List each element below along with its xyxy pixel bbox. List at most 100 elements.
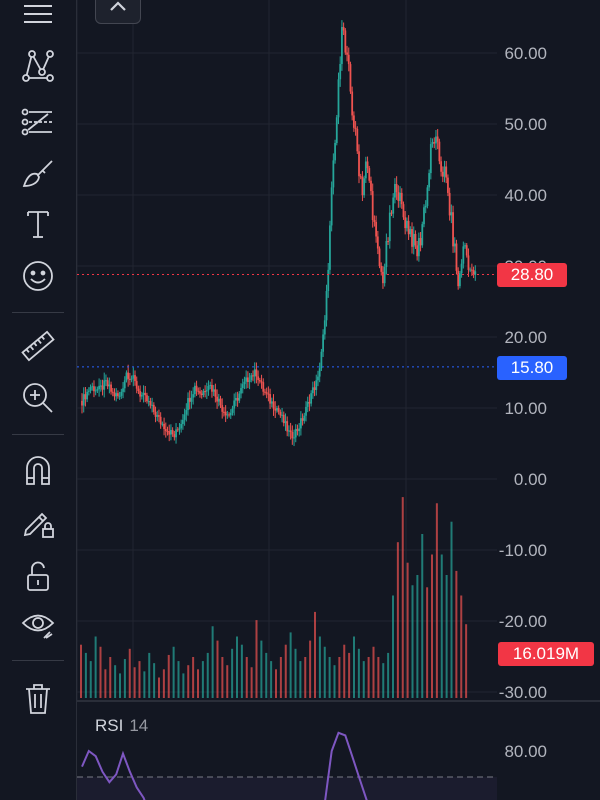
collapse-button[interactable] — [95, 0, 141, 24]
volume-bar — [133, 667, 136, 698]
candle-body — [192, 394, 195, 398]
candle-body — [424, 205, 427, 208]
brush-icon[interactable] — [14, 154, 62, 194]
volume-bar — [172, 646, 175, 698]
price-axis-label: 10.00 — [504, 399, 547, 418]
volume-bar — [197, 669, 199, 698]
candle-body — [313, 387, 316, 390]
candle-body — [139, 391, 142, 397]
volume-bar — [416, 575, 419, 698]
candle-body — [441, 171, 444, 177]
rsi-legend[interactable]: RSI 14 — [95, 716, 148, 736]
volume-bar — [299, 661, 302, 698]
candle-body — [122, 388, 124, 392]
volume-bar — [318, 636, 321, 698]
price-axis-label: 50.00 — [504, 115, 547, 134]
magnet-icon[interactable] — [14, 450, 62, 490]
candle-body — [462, 246, 465, 264]
candle-body — [98, 385, 100, 390]
candle-body — [137, 388, 140, 392]
candle-body — [470, 269, 473, 271]
volume-bar — [387, 652, 390, 698]
volume-bar — [289, 632, 292, 698]
toolbar-divider — [12, 312, 64, 313]
candle-body — [94, 390, 97, 392]
price-chart[interactable]: 60.0050.0040.0030.0020.0010.000.00-10.00… — [77, 0, 600, 800]
candle-body — [438, 141, 441, 162]
candle-body — [361, 176, 364, 196]
volume-bar — [192, 657, 195, 698]
candle-body — [322, 334, 325, 352]
candle-body — [125, 372, 128, 381]
emoji-icon[interactable] — [14, 256, 62, 296]
volume-bar — [353, 636, 355, 698]
zoom-in-icon[interactable] — [14, 378, 62, 418]
candle-body — [248, 380, 251, 382]
price-axis-label: 20.00 — [504, 328, 547, 347]
price-axis-label: -20.00 — [499, 612, 547, 631]
candle-body — [397, 192, 400, 201]
candle-body — [368, 168, 371, 181]
ruler-icon[interactable] — [14, 326, 62, 366]
pattern-tool-icon[interactable] — [14, 46, 62, 86]
lines-menu-icon[interactable] — [14, 0, 62, 34]
candle-body — [363, 178, 366, 196]
text-tool-icon[interactable] — [14, 204, 62, 244]
volume-bar — [270, 661, 273, 698]
candle-body — [294, 428, 297, 438]
candle-body — [472, 270, 475, 275]
candle-body — [173, 434, 176, 438]
candle-body — [267, 393, 270, 395]
candle-body — [423, 207, 425, 225]
candle-body — [440, 161, 442, 172]
chart-grid — [77, 0, 497, 700]
candle-body — [223, 411, 225, 413]
volume-bar — [328, 657, 331, 698]
candle-body — [105, 380, 107, 382]
volume-bar — [392, 595, 394, 698]
volume-bar — [435, 503, 438, 698]
volume-bar — [411, 585, 414, 698]
rsi-length: 14 — [129, 716, 149, 735]
volume-bar — [236, 636, 238, 698]
candle-body — [257, 376, 260, 381]
candle-body — [111, 391, 114, 393]
volume-bar — [309, 640, 312, 698]
volume-bar — [201, 661, 204, 698]
candle-body — [265, 392, 268, 394]
candle-body — [228, 414, 230, 416]
trash-icon[interactable] — [14, 678, 62, 718]
unlock-icon[interactable] — [14, 556, 62, 596]
candle-body — [411, 229, 413, 247]
candle-body — [82, 394, 85, 406]
candle-body — [185, 410, 188, 415]
candle-body — [183, 414, 186, 420]
candle-body — [159, 416, 162, 425]
volume-bar — [104, 669, 107, 698]
price-axis-label: -30.00 — [499, 683, 547, 702]
candle-body — [146, 395, 148, 402]
candle-body — [132, 375, 135, 379]
fib-retracement-icon[interactable] — [14, 102, 62, 142]
volume-bar — [338, 657, 341, 698]
volume-bar — [362, 661, 365, 698]
toolbar-divider — [12, 660, 64, 661]
volume-bar — [445, 575, 448, 698]
lock-drawing-icon[interactable] — [14, 502, 62, 542]
volume-bar — [450, 521, 453, 698]
candle-body — [128, 378, 131, 380]
candle-body — [163, 423, 165, 430]
candle-body — [110, 384, 112, 392]
rsi-line — [81, 749, 146, 800]
candle-body — [457, 270, 460, 287]
candle-body — [127, 372, 130, 379]
chart-area[interactable]: 60.0050.0040.0030.0020.0010.000.00-10.00… — [77, 0, 600, 800]
candle-body — [282, 414, 285, 424]
price-axis-label: 0.00 — [514, 470, 547, 489]
candle-body — [224, 411, 227, 416]
eye-icon[interactable] — [14, 604, 62, 644]
rsi-line — [324, 731, 368, 800]
candle-body — [176, 429, 179, 431]
candle-body — [158, 415, 160, 417]
volume-bar — [284, 644, 287, 698]
